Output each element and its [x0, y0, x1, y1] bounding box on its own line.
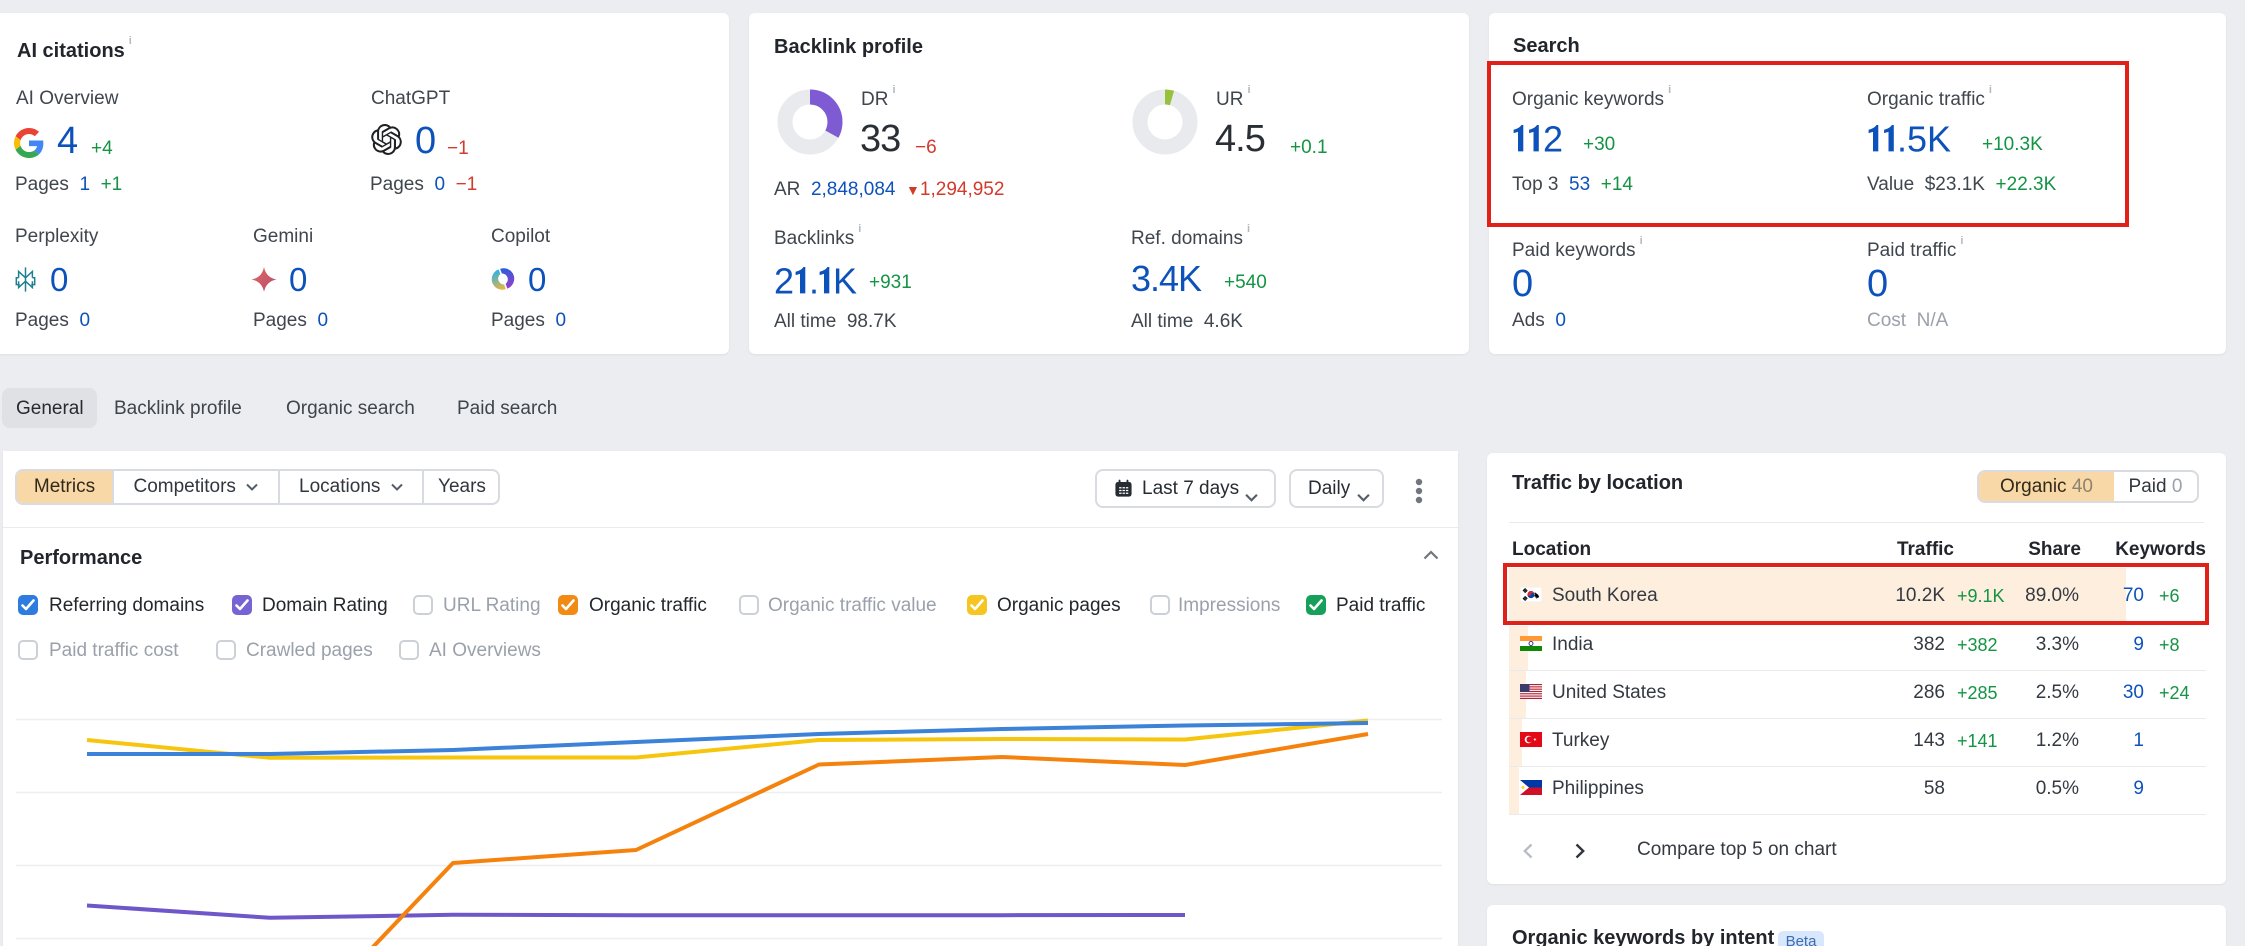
svg-text:.: . [809, 267, 819, 295]
svg-text:.5K: .5K [1897, 125, 1951, 153]
svg-text:2: 2 [1543, 125, 1563, 153]
svg-text:2: 2 [774, 267, 794, 295]
svg-text:K: K [833, 267, 857, 295]
